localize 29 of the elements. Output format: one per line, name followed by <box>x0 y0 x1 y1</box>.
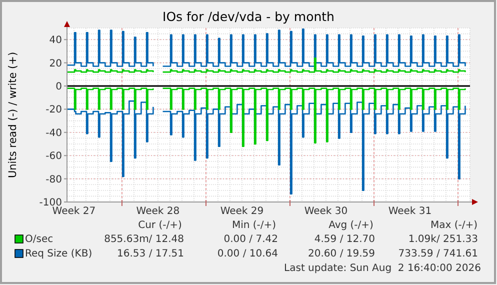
text: Min (-/+) <box>232 220 276 231</box>
x-tick-label: Week 30 <box>304 206 348 217</box>
text: Avg (-/+) <box>328 220 374 231</box>
text: 0.00 / 7.42 <box>224 234 278 245</box>
y-tick-label: 40 <box>49 35 62 46</box>
text: Cur (-/+) <box>138 220 182 231</box>
text: 733.59 / 741.61 <box>398 248 478 260</box>
legend-label: Req Size (KB) <box>25 248 92 260</box>
text: 4.59 / 12.70 <box>314 234 375 245</box>
legend-label: O/sec <box>25 234 54 245</box>
chart-title: IOs for /dev/vda - by month <box>162 9 334 24</box>
text: 0.00 / 10.64 <box>217 248 278 260</box>
x-tick-label: Week 28 <box>136 206 180 217</box>
y-tick-label: -80 <box>46 174 62 186</box>
x-tick-label: Week 29 <box>220 206 264 217</box>
y-tick-label: 0 <box>56 82 62 92</box>
y-tick-label: -20 <box>46 104 62 116</box>
y-tick-label: -60 <box>46 151 62 162</box>
text: Last update: Sun Aug 2 16:40:00 2026 <box>284 263 481 274</box>
text: 20.60 / 19.59 <box>308 248 375 260</box>
y-axis-title: Units read (-) / write (+) <box>7 52 19 178</box>
x-tick-label: Week 31 <box>388 206 432 217</box>
x-tick-label: Week 27 <box>52 206 96 217</box>
y-tick-label: -40 <box>46 128 62 139</box>
text: 1.09k/ 251.33 <box>408 234 478 245</box>
text: 855.63m/ 12.48 <box>104 234 184 245</box>
text: 16.53 / 17.51 <box>117 248 184 260</box>
y-tick-label: 20 <box>49 58 62 70</box>
text: Max (-/+) <box>430 220 478 231</box>
